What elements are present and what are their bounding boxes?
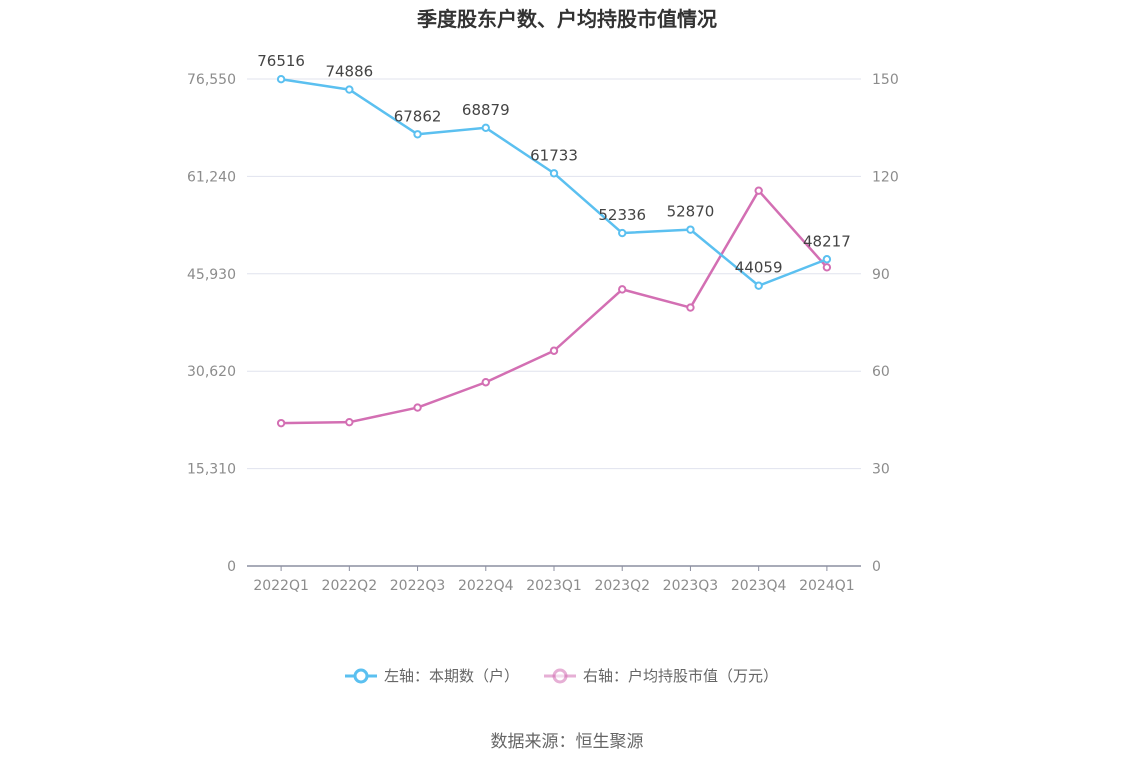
- x-tick-label: 2022Q4: [458, 578, 514, 594]
- data-point-left[interactable]: [481, 123, 490, 133]
- data-point-left[interactable]: [686, 225, 695, 234]
- right-tick-label: 0: [872, 559, 881, 575]
- data-point-right[interactable]: [481, 378, 490, 387]
- data-point-right[interactable]: [276, 418, 286, 428]
- right-tick-label: 150: [872, 72, 899, 88]
- data-labels: 76516 74886 67862 68879 61733 52336 52870 44059…: [257, 52, 850, 276]
- legend-item-left-series[interactable]: 左轴：本期数（户）: [345, 667, 519, 685]
- x-tick-label: 2023Q1: [526, 578, 582, 594]
- right-tick-label: 90: [872, 267, 890, 283]
- data-point-right[interactable]: [686, 303, 695, 312]
- left-tick-label: 61,240: [187, 169, 236, 185]
- series-layer: [276, 75, 832, 428]
- legend-label-right-series: 右轴：户均持股市值（万元）: [583, 667, 778, 685]
- x-tick-label: 2022Q1: [253, 578, 309, 594]
- x-tick-label: 2023Q2: [594, 578, 650, 594]
- data-point-left[interactable]: [754, 281, 763, 290]
- x-axis: 2022Q1 2022Q2 2022Q3 2022Q4 2023Q1 2023Q2 2023…: [253, 566, 855, 594]
- data-point-left[interactable]: [345, 85, 354, 94]
- data-point-right[interactable]: [754, 186, 763, 195]
- left-tick-label: 30,620: [187, 364, 236, 380]
- chart-title: 季度股东户数、户均持股市值情况: [416, 7, 717, 31]
- left-axis: 0 15,310 30,620 45,930 61,240 76,550: [187, 72, 236, 575]
- data-point-right[interactable]: [618, 285, 627, 294]
- data-point-right[interactable]: [413, 403, 422, 412]
- x-tick-label: 2024Q1: [799, 578, 855, 594]
- data-label: 67862: [394, 107, 442, 125]
- right-tick-label: 30: [872, 462, 890, 478]
- left-tick-label: 0: [227, 559, 236, 575]
- data-label: 74886: [325, 63, 373, 81]
- x-tick-label: 2022Q2: [322, 578, 378, 594]
- data-point-right[interactable]: [822, 263, 832, 272]
- right-axis: 0 30 60 90 120 150: [872, 72, 899, 575]
- series-line-right: [281, 189, 828, 425]
- left-tick-label: 15,310: [187, 462, 236, 478]
- legend: 左轴：本期数（户） 右轴：户均持股市值（万元）: [345, 667, 778, 685]
- data-label: 44059: [735, 259, 783, 277]
- right-tick-label: 60: [872, 364, 890, 380]
- data-label: 48217: [803, 232, 851, 250]
- data-point-left[interactable]: [413, 130, 422, 139]
- data-point-right[interactable]: [549, 346, 559, 355]
- left-tick-label: 45,930: [187, 267, 236, 283]
- legend-swatch-marker: [552, 668, 568, 684]
- data-label: 68879: [462, 101, 510, 119]
- x-tick-label: 2022Q3: [390, 578, 446, 594]
- data-source: 数据来源：恒生聚源: [491, 732, 644, 752]
- data-label: 76516: [257, 52, 305, 70]
- data-label: 61733: [530, 146, 578, 164]
- legend-label-left-series: 左轴：本期数（户）: [384, 667, 519, 685]
- left-tick-label: 76,550: [187, 72, 236, 88]
- data-point-right[interactable]: [345, 417, 354, 427]
- data-label: 52870: [667, 203, 715, 221]
- x-tick-label: 2023Q3: [663, 578, 719, 594]
- legend-swatch-marker: [353, 668, 369, 684]
- data-label: 52336: [598, 206, 646, 224]
- data-point-left[interactable]: [549, 169, 559, 178]
- series-line-left: [280, 77, 828, 287]
- data-point-left[interactable]: [618, 228, 627, 238]
- right-tick-label: 120: [872, 169, 899, 185]
- data-point-left[interactable]: [276, 75, 286, 84]
- data-point-left[interactable]: [822, 255, 832, 264]
- x-tick-label: 2023Q4: [731, 578, 787, 594]
- legend-item-right-series[interactable]: 右轴：户均持股市值（万元）: [544, 667, 778, 685]
